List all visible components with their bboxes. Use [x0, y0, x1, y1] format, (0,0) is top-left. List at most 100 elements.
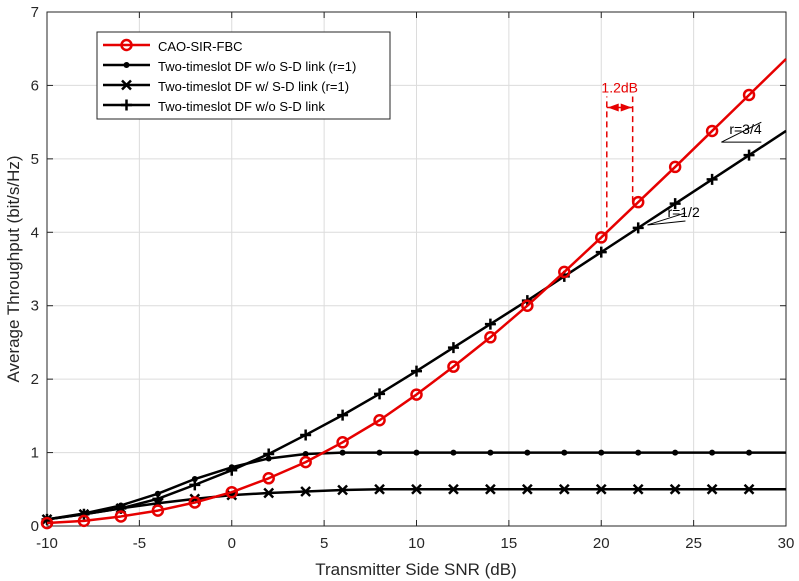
data-point — [411, 483, 422, 495]
y-tick-label: 0 — [31, 518, 39, 535]
data-point — [447, 360, 460, 373]
y-tick-label: 2 — [31, 371, 39, 388]
x-tick-label: -5 — [133, 535, 146, 552]
data-point — [40, 516, 54, 530]
data-point — [595, 246, 607, 258]
legend-swatches — [103, 38, 150, 111]
data-point — [448, 483, 459, 495]
y-tick-label: 6 — [31, 77, 39, 94]
data-point — [447, 342, 459, 354]
data-point — [151, 504, 165, 517]
data-point — [521, 483, 533, 495]
y-tick-label: 3 — [31, 298, 39, 315]
data-point — [191, 476, 198, 483]
legend-swatch-marker — [123, 62, 130, 68]
data-point — [300, 486, 312, 497]
x-tick-label: 30 — [778, 535, 795, 552]
x-tick-label: 15 — [501, 535, 518, 552]
data-point — [669, 483, 681, 495]
x-tick-label: 25 — [685, 535, 702, 552]
data-point — [743, 149, 755, 161]
data-point — [77, 514, 91, 528]
data-point — [411, 365, 422, 377]
data-point — [78, 508, 90, 520]
data-point — [484, 318, 496, 330]
x-tick-label: 20 — [593, 535, 610, 552]
data-point — [374, 388, 386, 400]
rate-upper-slope — [721, 121, 762, 143]
data-point — [189, 479, 201, 491]
x-tick-label: 0 — [228, 535, 236, 552]
data-point — [709, 449, 716, 456]
data-point — [632, 483, 644, 495]
y-axis-title: Average Throughput (bit/s/Hz) — [4, 155, 23, 382]
data-point — [669, 198, 681, 210]
data-point — [485, 483, 496, 495]
data-point — [746, 449, 753, 456]
legend-swatch-marker — [121, 99, 132, 111]
data-point — [262, 472, 275, 485]
data-point — [263, 487, 275, 499]
x-tick-label: 5 — [320, 535, 328, 552]
data-point — [302, 451, 309, 458]
legend-swatch-marker — [121, 79, 132, 91]
data-point — [450, 449, 457, 456]
gap-arrowhead-right — [620, 103, 632, 112]
data-point — [413, 449, 420, 456]
legend-entry-df-wo-sd-r1: Two-timeslot DF w/o S-D link (r=1) — [158, 59, 356, 74]
data-point — [524, 449, 531, 456]
legend-entry-df-wo-sd: Two-timeslot DF w/o S-D link — [158, 99, 325, 114]
data-point — [705, 124, 719, 138]
data-point — [374, 483, 385, 495]
data-point — [373, 414, 386, 427]
series-0 — [40, 58, 787, 530]
data-point — [263, 448, 275, 460]
rate-lower-slope — [647, 212, 686, 226]
series-2 — [41, 483, 786, 525]
data-point — [558, 483, 570, 495]
annotations: 1.2dB r=3/4 r=1/2 — [601, 79, 762, 238]
gap-arrowhead-left — [607, 103, 619, 112]
data-point — [672, 449, 679, 456]
legend-entry-df-w-sd-r1: Two-timeslot DF w/ S-D link (r=1) — [158, 79, 349, 94]
legend-entry-cao-sir-fbc: CAO-SIR-FBC — [158, 39, 243, 54]
data-point — [632, 222, 644, 234]
data-point — [484, 331, 497, 344]
data-point — [706, 173, 718, 185]
data-point — [300, 429, 312, 441]
data-point — [668, 160, 682, 174]
data-point — [337, 484, 348, 496]
data-point — [558, 265, 571, 279]
x-axis-ticks: -10 -5 0 5 10 15 20 25 30 — [36, 12, 794, 552]
legend: CAO-SIR-FBC Two-timeslot DF w/o S-D link… — [96, 31, 391, 120]
y-tick-label: 7 — [31, 4, 39, 21]
data-point — [595, 483, 607, 495]
y-tick-label: 1 — [31, 445, 39, 462]
gap-label: 1.2dB — [601, 79, 638, 95]
x-axis-title: Transmitter Side SNR (dB) — [315, 560, 517, 579]
data-point — [226, 464, 238, 476]
legend-swatch-marker — [120, 38, 133, 52]
x-tick-label: 10 — [408, 535, 425, 552]
data-point — [742, 88, 756, 102]
rate-upper-label: r=3/4 — [729, 121, 762, 137]
y-axis-ticks: 0 1 2 3 4 5 6 7 — [31, 4, 786, 535]
data-point — [487, 449, 494, 456]
x-tick-label: -10 — [36, 535, 58, 552]
data-point — [339, 449, 346, 456]
data-point — [743, 483, 755, 495]
data-point — [706, 483, 718, 495]
series-line — [46, 58, 787, 525]
data-point — [561, 449, 568, 456]
y-tick-label: 4 — [31, 224, 39, 241]
data-point — [376, 449, 383, 456]
data-point — [188, 496, 202, 509]
data-point — [114, 510, 128, 523]
series-layer — [40, 58, 787, 530]
data-point — [336, 436, 349, 449]
data-point — [410, 388, 423, 401]
y-tick-label: 5 — [31, 151, 39, 168]
data-point — [152, 493, 164, 505]
data-point — [225, 485, 238, 499]
